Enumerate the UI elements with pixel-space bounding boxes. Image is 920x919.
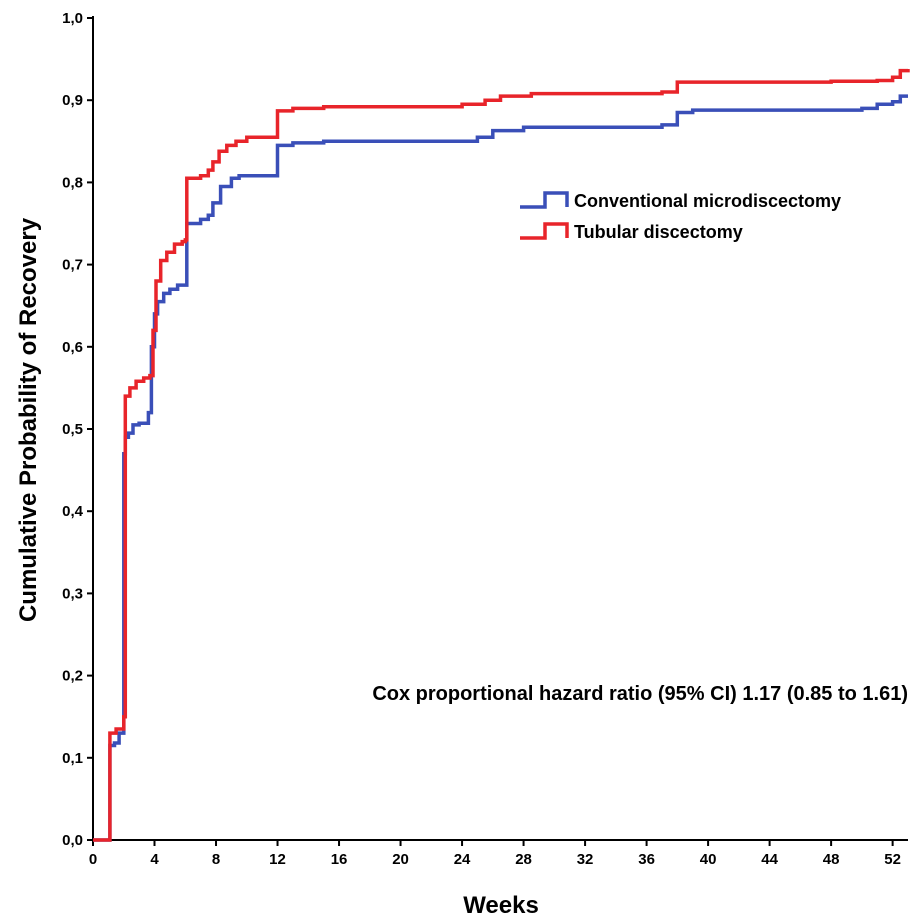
legend-label-conventional-microdiscectomy: Conventional microdiscectomy [574, 191, 841, 211]
x-tick-label: 0 [89, 851, 97, 868]
series-line-tubular-discectomy [93, 68, 910, 842]
legend-swatch-tubular-discectomy [520, 222, 569, 240]
y-tick-label: 0,8 [62, 174, 83, 191]
x-tick-label: 36 [638, 851, 655, 868]
x-tick-label: 24 [454, 851, 471, 868]
legend: Conventional microdiscectomy Tubular disc… [520, 191, 841, 242]
y-tick-label: 0,3 [62, 585, 83, 602]
series-lines [93, 68, 910, 842]
x-tick-label: 48 [823, 851, 840, 868]
y-tick-label: 0,6 [62, 339, 83, 356]
x-ticks: 0 4 8 12 16 20 24 28 32 36 40 44 48 52 [89, 840, 901, 868]
y-axis-title: Cumulative Probability of Recovery [15, 217, 42, 622]
axes [92, 16, 908, 841]
x-axis-title: Weeks [463, 892, 539, 919]
y-tick-label: 0,4 [62, 503, 84, 520]
y-tick-label: 0,0 [62, 832, 83, 849]
y-tick-label: 0,2 [62, 668, 83, 685]
y-tick-label: 0,1 [62, 750, 83, 767]
x-tick-label: 32 [577, 851, 594, 868]
legend-swatch-conventional-microdiscectomy [520, 191, 569, 209]
y-tick-label: 0,7 [62, 257, 83, 274]
y-tick-label: 1,0 [62, 10, 83, 27]
y-ticks: 0,0 0,1 0,2 0,3 0,4 0,5 0,6 0,7 0,8 0,9 1,0 [62, 10, 93, 849]
x-tick-label: 20 [392, 851, 409, 868]
x-tick-label: 8 [212, 851, 220, 868]
x-tick-label: 12 [269, 851, 286, 868]
x-tick-label: 4 [150, 851, 159, 868]
x-tick-label: 44 [761, 851, 778, 868]
x-tick-label: 40 [700, 851, 717, 868]
y-tick-label: 0,5 [62, 421, 83, 438]
legend-label-tubular-discectomy: Tubular discectomy [574, 222, 743, 242]
hazard-ratio-annotation: Cox proportional hazard ratio (95% CI) 1… [372, 683, 908, 705]
x-tick-label: 28 [515, 851, 532, 868]
y-tick-label: 0,9 [62, 92, 83, 109]
x-tick-label: 52 [884, 851, 901, 868]
x-tick-label: 16 [331, 851, 348, 868]
series-line-conventional-microdiscectomy [93, 94, 908, 842]
